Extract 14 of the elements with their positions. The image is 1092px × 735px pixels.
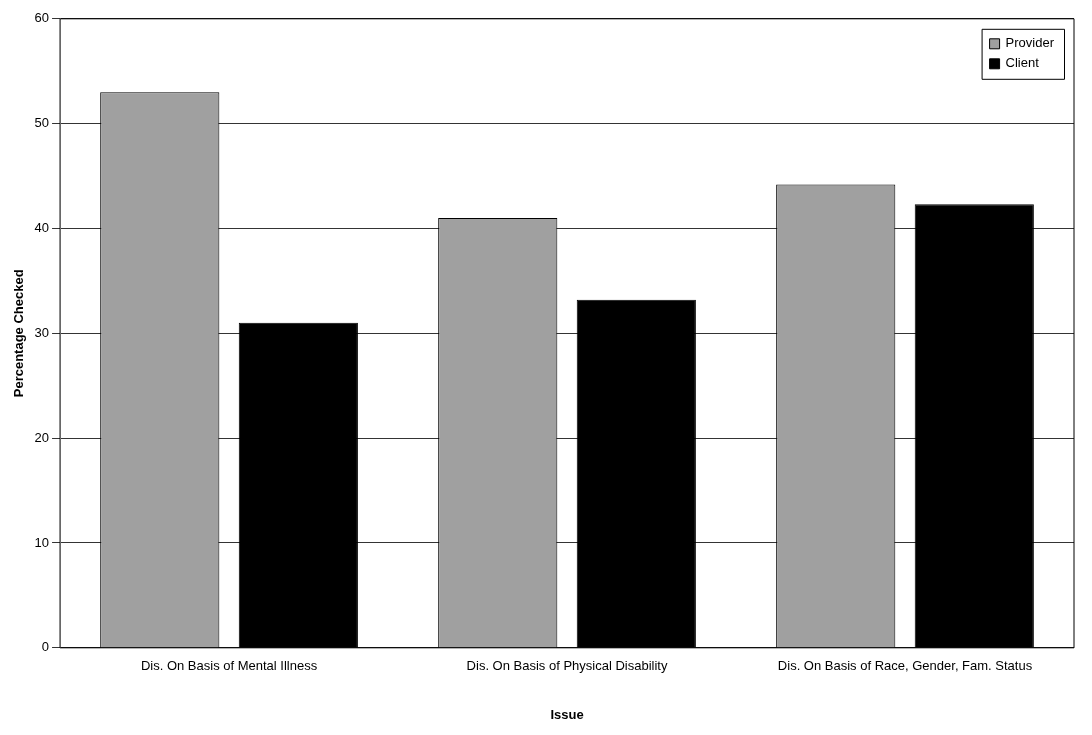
y-tick-label: 30 bbox=[34, 324, 50, 340]
x-axis-title: Issue bbox=[550, 706, 584, 722]
x-tick-label: Dis. On Basis of Physical Disability bbox=[466, 658, 668, 674]
y-tick-label: 50 bbox=[34, 115, 50, 131]
y-tick-label: 20 bbox=[34, 429, 50, 445]
y-tick-label: 0 bbox=[41, 639, 50, 655]
x-tick-label: Dis. On Basis of Race, Gender, Fam. Status bbox=[777, 658, 1033, 674]
legend-label: Provider bbox=[1005, 35, 1055, 51]
y-tick-label: 10 bbox=[34, 534, 50, 550]
x-tick-label: Dis. On Basis of Mental Illness bbox=[140, 658, 318, 674]
y-tick-label: 60 bbox=[34, 10, 50, 26]
y-axis-title: Percentage Checked bbox=[11, 269, 27, 398]
y-tick-label: 40 bbox=[34, 220, 50, 236]
legend-label: Client bbox=[1005, 55, 1040, 71]
